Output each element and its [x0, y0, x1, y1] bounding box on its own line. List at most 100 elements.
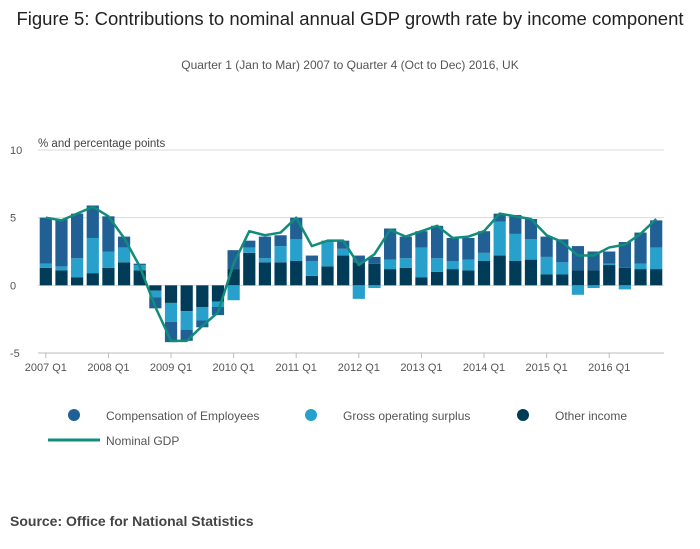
bar-segment-other[interactable]	[258, 262, 272, 286]
bar-segment-gos[interactable]	[618, 285, 631, 290]
bar-segment-other[interactable]	[462, 270, 475, 286]
bar-segment-compensation[interactable]	[117, 236, 131, 248]
bar-segment-compensation[interactable]	[55, 219, 68, 267]
bar-segment-compensation[interactable]	[509, 214, 522, 234]
bar-segment-compensation[interactable]	[571, 246, 585, 271]
bar-segment-gos[interactable]	[384, 259, 397, 270]
bar-segment-gos[interactable]	[524, 239, 538, 260]
bar-segment-other[interactable]	[305, 275, 318, 286]
bar-segment-gos[interactable]	[290, 239, 303, 261]
legend-item-gos[interactable]: Gross operating surplus	[305, 409, 470, 423]
bar-segment-gos[interactable]	[305, 260, 318, 276]
bar-segment-compensation[interactable]	[634, 232, 647, 264]
bar-segment-compensation[interactable]	[446, 237, 459, 261]
bar-segment-other[interactable]	[524, 259, 538, 286]
bar-segment-gos[interactable]	[258, 258, 272, 263]
bar-segment-gos[interactable]	[446, 260, 459, 270]
bar-segment-other[interactable]	[164, 285, 178, 303]
bar-segment-other[interactable]	[102, 267, 115, 286]
bar-segment-other[interactable]	[196, 285, 209, 307]
bar-segment-other[interactable]	[321, 266, 334, 286]
bar-segment-gos[interactable]	[55, 266, 68, 271]
legend-item-other[interactable]: Other income	[517, 409, 627, 423]
bar-segment-other[interactable]	[430, 271, 444, 286]
bar-segment-compensation[interactable]	[337, 240, 350, 249]
bar-segment-gos[interactable]	[352, 285, 365, 299]
bar-segment-other[interactable]	[571, 270, 585, 286]
bar-segment-other[interactable]	[39, 267, 52, 286]
bar-segment-gos[interactable]	[86, 237, 99, 274]
bar-segment-other[interactable]	[587, 270, 600, 286]
bar-segment-gos[interactable]	[603, 263, 616, 266]
bar-segment-gos[interactable]	[430, 258, 444, 272]
bar-segment-other[interactable]	[634, 269, 647, 286]
bar-segment-other[interactable]	[352, 262, 365, 286]
bar-segment-gos[interactable]	[493, 221, 506, 256]
bar-segment-compensation[interactable]	[258, 236, 272, 259]
bar-segment-gos[interactable]	[477, 252, 491, 261]
bar-segment-compensation[interactable]	[243, 240, 256, 248]
bar-segment-other[interactable]	[384, 269, 397, 286]
bar-segment-compensation[interactable]	[86, 205, 99, 238]
bar-segment-gos[interactable]	[102, 251, 115, 268]
bar-segment-compensation[interactable]	[305, 255, 318, 261]
legend-item-compensation[interactable]: Compensation of Employees	[68, 409, 259, 423]
bar-segment-compensation[interactable]	[274, 235, 287, 247]
bar-segment-gos[interactable]	[650, 247, 663, 270]
bar-segment-gos[interactable]	[634, 263, 647, 270]
bar-segment-gos[interactable]	[243, 247, 256, 253]
bar-segment-other[interactable]	[556, 274, 569, 286]
bar-segment-gos[interactable]	[117, 247, 131, 263]
bar-segment-gos[interactable]	[164, 302, 178, 322]
bar-segment-other[interactable]	[446, 269, 459, 286]
bar-segment-other[interactable]	[274, 262, 287, 286]
bar-segment-other[interactable]	[211, 285, 225, 302]
bar-segment-compensation[interactable]	[39, 217, 52, 264]
bar-segment-other[interactable]	[650, 269, 663, 286]
bar-segment-compensation[interactable]	[384, 228, 397, 260]
bar-segment-compensation[interactable]	[618, 242, 631, 268]
bar-segment-other[interactable]	[477, 260, 491, 286]
legend-item-gdp[interactable]: Nominal GDP	[48, 434, 179, 448]
bar-segment-gos[interactable]	[321, 242, 334, 267]
bar-segment-compensation[interactable]	[399, 236, 412, 259]
bar-segment-other[interactable]	[149, 285, 162, 291]
bar-segment-compensation[interactable]	[493, 213, 506, 222]
bar-segment-gos[interactable]	[211, 301, 225, 307]
bar-segment-other[interactable]	[243, 252, 256, 286]
bar-segment-compensation[interactable]	[149, 297, 162, 309]
bar-segment-gos[interactable]	[196, 306, 209, 321]
bar-segment-compensation[interactable]	[603, 251, 616, 264]
bar-segment-other[interactable]	[415, 277, 428, 286]
bar-segment-gos[interactable]	[227, 285, 240, 301]
bar-segment-other[interactable]	[71, 277, 84, 286]
bar-segment-other[interactable]	[540, 274, 553, 286]
bar-segment-compensation[interactable]	[462, 237, 475, 260]
bar-segment-gos[interactable]	[509, 233, 522, 261]
bar-segment-other[interactable]	[509, 260, 522, 286]
bar-segment-other[interactable]	[368, 263, 381, 286]
bar-segment-compensation[interactable]	[415, 231, 428, 248]
bar-segment-compensation[interactable]	[430, 225, 444, 259]
bar-segment-gos[interactable]	[399, 258, 412, 268]
bar-segment-compensation[interactable]	[102, 216, 115, 252]
bar-segment-gos[interactable]	[540, 256, 553, 275]
bar-segment-compensation[interactable]	[524, 219, 538, 240]
bar-segment-gos[interactable]	[71, 258, 84, 278]
bar-segment-compensation[interactable]	[180, 329, 193, 341]
bar-segment-gos[interactable]	[571, 285, 585, 295]
bar-segment-gos[interactable]	[39, 263, 52, 268]
bar-segment-gos[interactable]	[556, 262, 569, 275]
bar-segment-gos[interactable]	[337, 248, 350, 256]
bar-segment-gos[interactable]	[180, 311, 193, 330]
bar-segment-gos[interactable]	[274, 246, 287, 263]
bar-segment-gos[interactable]	[462, 259, 475, 271]
bar-segment-compensation[interactable]	[71, 213, 84, 259]
bar-segment-compensation[interactable]	[650, 220, 663, 248]
bar-segment-other[interactable]	[180, 285, 193, 312]
bar-segment-other[interactable]	[603, 265, 616, 286]
bar-segment-other[interactable]	[618, 267, 631, 286]
bar-segment-other[interactable]	[493, 255, 506, 286]
bar-segment-other[interactable]	[399, 267, 412, 286]
bar-segment-gos[interactable]	[587, 285, 600, 289]
